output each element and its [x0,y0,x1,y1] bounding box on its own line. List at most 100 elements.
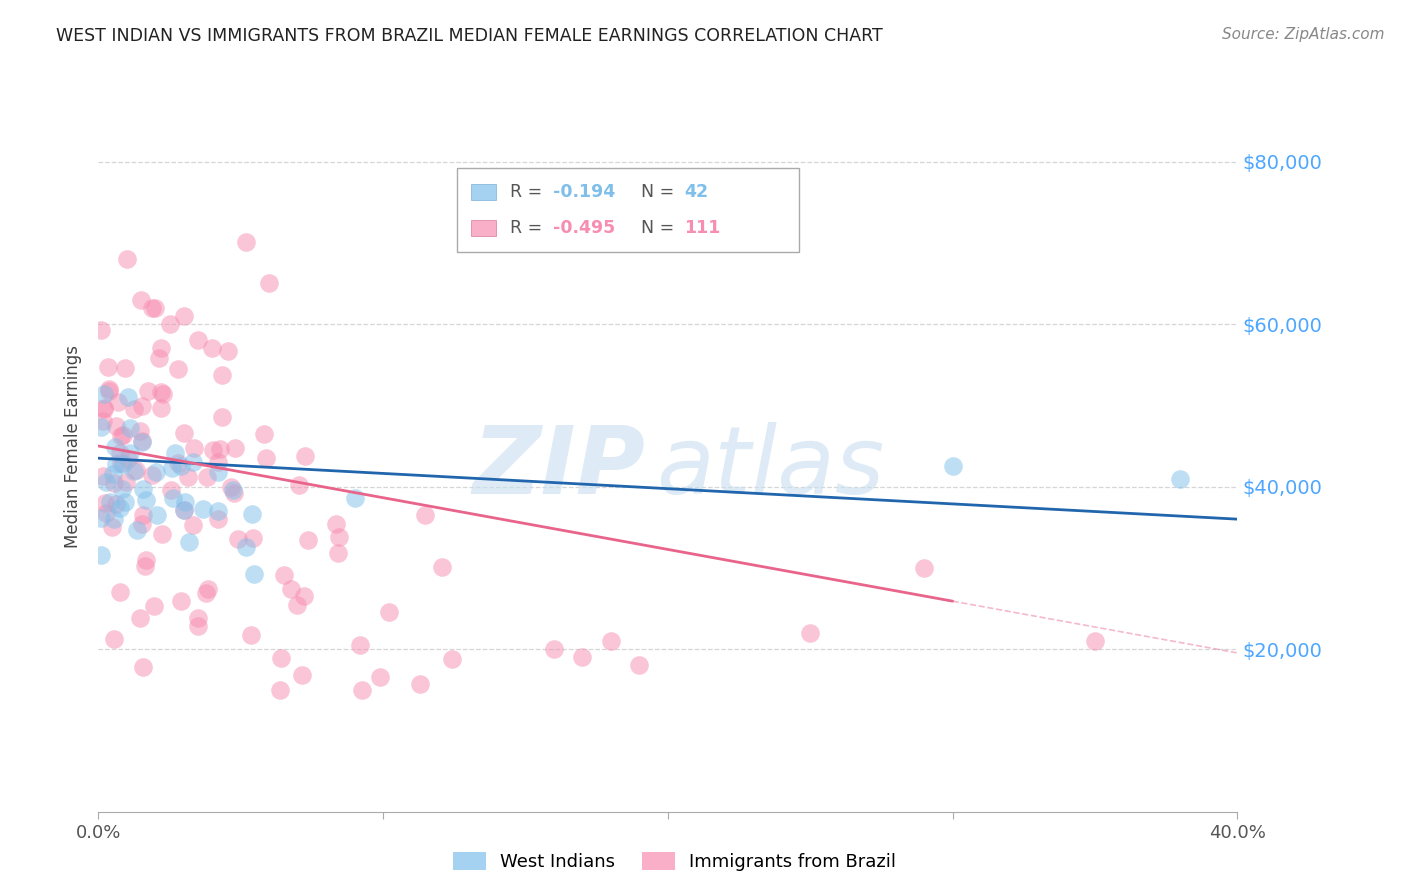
Point [211,410,233,425]
Point [207,455,229,469]
Point [90,548,112,562]
Point [111,482,134,496]
Point [224,441,246,455]
Point [91,414,114,428]
Text: N =: N = [641,219,679,237]
Point [209,442,232,457]
Point [242,531,264,545]
Point [162,491,184,505]
Point [222,486,245,500]
Point [253,427,276,442]
Point [432,560,454,574]
Point [543,642,565,657]
Point [131,434,153,449]
Point [201,443,224,458]
Point [143,599,166,614]
Point [571,650,593,665]
Point [105,457,128,471]
Point [243,567,266,582]
Point [219,480,242,494]
Point [125,523,148,537]
Y-axis label: Median Female Earnings: Median Female Earnings [65,344,83,548]
Point [273,568,295,582]
FancyBboxPatch shape [457,168,799,252]
Point [117,390,139,404]
Point [141,467,163,482]
Point [292,589,315,603]
Point [131,516,153,531]
FancyBboxPatch shape [471,184,496,200]
Point [148,351,170,365]
Point [173,502,195,516]
Point [441,651,464,665]
Point [1084,634,1107,648]
Point [173,309,195,323]
Point [93,401,115,416]
Point [181,518,204,533]
Point [799,626,821,640]
Point [207,512,229,526]
Point [90,323,112,337]
Point [103,632,125,646]
Point [285,598,308,612]
Legend: West Indians, Immigrants from Brazil: West Indians, Immigrants from Brazil [446,846,904,879]
Point [152,386,174,401]
Text: atlas: atlas [657,423,884,514]
Point [270,650,292,665]
Point [93,401,115,416]
Point [141,301,163,315]
Point [103,475,125,490]
Point [98,382,121,396]
Point [207,504,229,518]
Point [90,511,112,525]
Point [343,491,366,505]
Point [90,420,112,434]
Point [259,277,281,291]
Point [226,533,249,547]
Point [349,638,371,652]
Point [114,360,136,375]
Point [235,540,257,554]
Point [328,530,350,544]
Point [145,301,167,315]
Point [107,394,129,409]
Point [235,235,257,249]
Point [166,456,188,470]
Point [128,424,150,438]
Point [352,682,374,697]
Point [96,506,118,520]
Point [163,446,186,460]
Text: R =: R = [509,183,547,202]
Point [912,561,935,575]
Point [368,669,391,683]
Point [207,465,229,479]
Point [100,520,122,534]
Point [97,384,120,398]
Point [170,458,193,473]
Text: WEST INDIAN VS IMMIGRANTS FROM BRAZIL MEDIAN FEMALE EARNINGS CORRELATION CHART: WEST INDIAN VS IMMIGRANTS FROM BRAZIL ME… [56,27,883,45]
Point [201,342,224,356]
Point [145,466,167,480]
Point [132,660,155,674]
Text: 111: 111 [683,219,720,237]
Point [131,434,153,448]
Text: ZIP: ZIP [472,422,645,514]
Point [294,449,316,463]
Point [197,582,219,597]
Point [291,667,314,681]
Point [120,445,142,459]
Point [193,501,215,516]
Point [110,585,132,599]
Point [129,293,152,307]
Point [122,401,145,416]
Point [122,464,145,478]
Point [195,470,218,484]
Text: -0.495: -0.495 [553,219,614,237]
Point [187,611,209,625]
Text: -0.194: -0.194 [553,183,614,202]
Point [94,496,117,510]
Point [409,677,432,691]
Text: N =: N = [641,183,679,202]
Point [136,384,159,398]
Text: 42: 42 [683,183,707,202]
